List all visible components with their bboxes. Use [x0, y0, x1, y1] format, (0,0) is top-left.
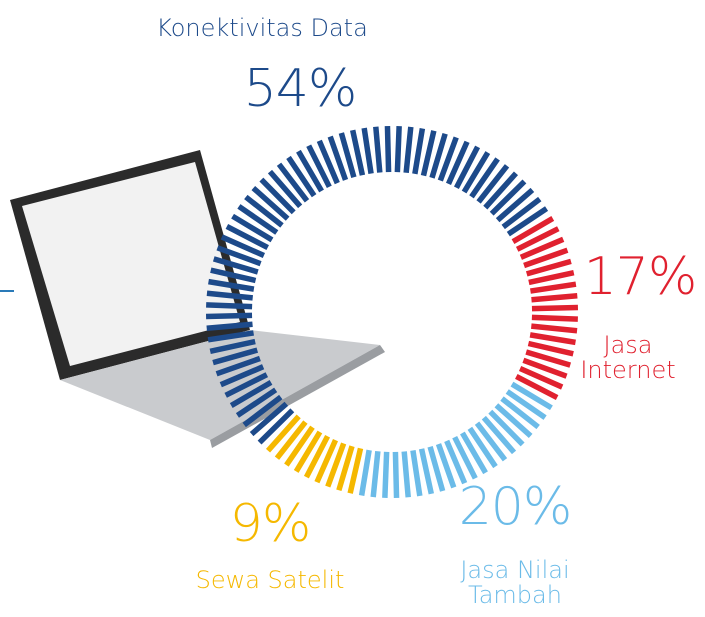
- pie-segment: [358, 381, 553, 499]
- value-label: 20%: [458, 477, 573, 537]
- category-label: Sewa Satelit: [195, 566, 345, 594]
- pie-segment: [205, 125, 549, 445]
- value-label: 54%: [243, 59, 358, 119]
- pie-segment: [265, 414, 364, 494]
- pie-segment: [511, 216, 579, 401]
- category-label: Konektivitas Data: [156, 14, 368, 42]
- category-label: Jasa Nilai Tambah: [460, 556, 570, 610]
- value-label: 17%: [583, 247, 698, 307]
- category-label: Jasa Internet: [580, 331, 676, 385]
- value-label: 9%: [229, 494, 311, 554]
- laptop-illustration: [10, 150, 385, 448]
